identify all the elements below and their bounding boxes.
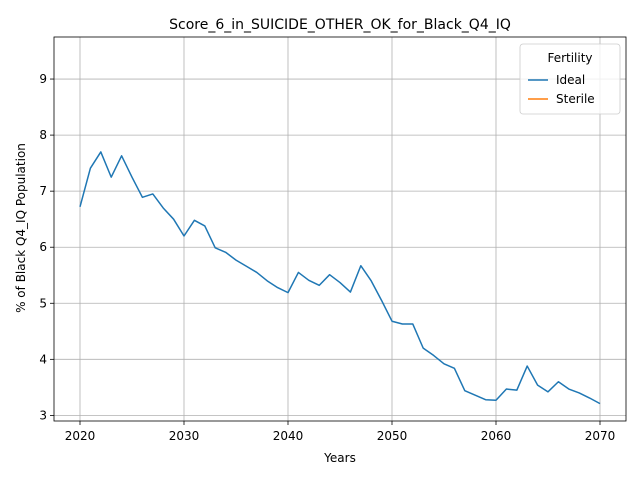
- legend-label-sterile: Sterile: [556, 92, 595, 106]
- series-line-ideal: [79, 151, 601, 405]
- x-tick-label: 2020: [65, 429, 96, 443]
- x-axis-ticks: 2020 2030 2040 2050 2060 2070: [65, 421, 616, 443]
- series-layer: [79, 151, 601, 405]
- legend-title: Fertility: [547, 51, 592, 65]
- x-tick-label: 2060: [481, 429, 512, 443]
- plot-frame: [53, 36, 627, 422]
- legend-box: [519, 43, 621, 115]
- x-axis-label: Years: [323, 451, 356, 465]
- y-axis-ticks: 3 4 5 6 7 8 9: [39, 72, 54, 422]
- y-tick-label: 5: [39, 296, 47, 310]
- y-tick-label: 3: [39, 408, 47, 422]
- y-tick-label: 8: [39, 128, 47, 142]
- y-axis-label: % of Black Q4_IQ Population: [14, 143, 28, 313]
- x-tick-label: 2040: [273, 429, 304, 443]
- legend: Fertility Ideal Sterile: [519, 43, 621, 115]
- x-tick-label: 2030: [169, 429, 200, 443]
- y-tick-label: 6: [39, 240, 47, 254]
- chart-title: Score_6_in_SUICIDE_OTHER_OK_for_Black_Q4…: [169, 17, 511, 33]
- x-tick-label: 2070: [585, 429, 616, 443]
- y-tick-label: 7: [39, 184, 47, 198]
- y-tick-label: 9: [39, 72, 47, 86]
- x-tick-label: 2050: [377, 429, 408, 443]
- legend-label-ideal: Ideal: [556, 73, 585, 87]
- y-tick-label: 4: [39, 352, 47, 366]
- legend-items: Ideal Sterile: [528, 73, 595, 106]
